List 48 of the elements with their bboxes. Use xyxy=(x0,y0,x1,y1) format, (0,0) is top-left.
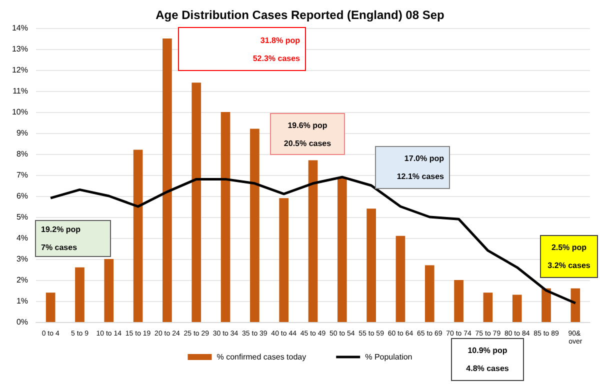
y-tick-label: 0% xyxy=(16,318,28,326)
annotation: 2.5% pop 3.2% cases xyxy=(546,243,592,270)
note-box: 10.9% pop 4.8% cases xyxy=(451,338,524,381)
note-box: 2.5% pop 3.2% cases xyxy=(540,235,598,278)
annotation: 31.8% pop 52.3% cases xyxy=(252,36,300,62)
bar xyxy=(75,267,84,322)
y-tick-label: 5% xyxy=(16,212,28,222)
bar xyxy=(308,160,318,322)
y-tick-label: 4% xyxy=(16,234,28,242)
annotation: 19.2% pop 7% cases xyxy=(41,225,82,252)
bar xyxy=(220,112,230,322)
bar xyxy=(570,288,580,322)
bar xyxy=(454,280,464,322)
bar xyxy=(133,150,143,322)
legend-label: % confirmed cases today xyxy=(216,352,306,362)
chart-title: Age Distribution Cases Reported (England) 08 Sep xyxy=(156,8,444,22)
y-tick-label: 7% xyxy=(16,170,28,180)
bar xyxy=(192,82,202,322)
y-tick-label: 1% xyxy=(16,296,28,306)
annotation: 19.6% pop 20.5% cases xyxy=(282,120,332,148)
bar xyxy=(424,265,434,322)
y-tick-label: 12% xyxy=(12,66,28,74)
legend-label: % Population xyxy=(365,352,412,362)
note-box: 17.0% pop 12.1% cases xyxy=(375,146,450,189)
y-tick-label: 10% xyxy=(12,108,28,116)
y-tick-label: 2% xyxy=(16,276,28,284)
y-tick-label: 8% xyxy=(16,150,28,158)
bar xyxy=(396,236,406,322)
y-tick-label: 14% xyxy=(12,24,28,32)
bar xyxy=(483,292,493,322)
bar xyxy=(104,259,114,322)
y-tick-label: 9% xyxy=(16,128,28,138)
annotation: 17.0% pop 12.1% cases xyxy=(396,154,444,181)
note-box: 19.2% pop 7% cases xyxy=(35,220,111,257)
bar xyxy=(337,177,347,322)
bar xyxy=(279,198,289,322)
y-tick-label: 11% xyxy=(12,86,28,96)
y-tick-label: 13% xyxy=(12,44,28,54)
bar xyxy=(250,128,260,322)
note-box: 19.6% pop 20.5% cases xyxy=(270,113,345,155)
bar xyxy=(46,292,56,322)
bar xyxy=(542,288,551,322)
bar xyxy=(512,294,522,322)
y-tick-label: 6% xyxy=(16,192,28,200)
note-box: 31.8% pop 52.3% cases xyxy=(178,27,306,71)
bar xyxy=(162,38,172,322)
y-tick-label: 3% xyxy=(16,254,28,264)
bar xyxy=(366,208,376,322)
